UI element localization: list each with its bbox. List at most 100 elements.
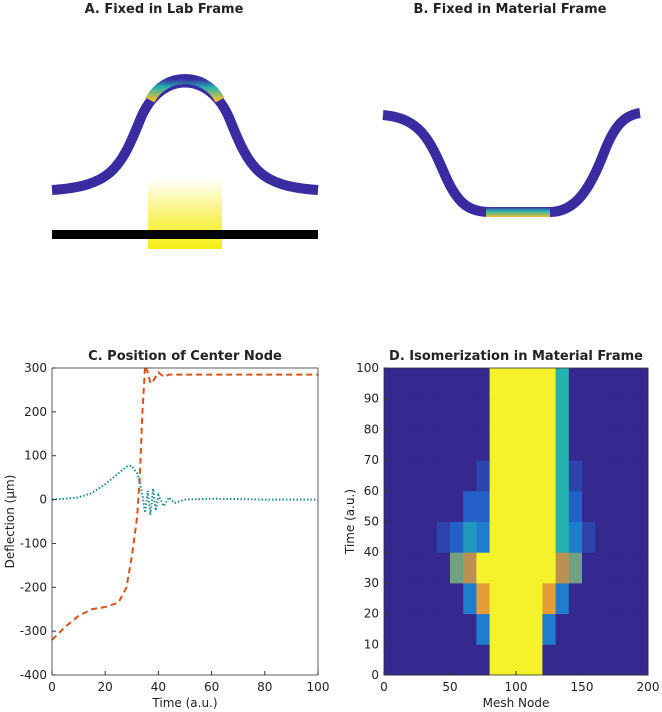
heat-cell [397, 582, 411, 615]
heat-cell [397, 398, 411, 430]
y-tick-label: 20 [364, 607, 379, 621]
heat-cell [463, 368, 477, 400]
heat-cell [423, 490, 438, 522]
heat-cell [476, 644, 491, 676]
heat-cell [608, 644, 623, 676]
heat-cell [542, 521, 557, 553]
y-tick-label: -100 [20, 536, 47, 550]
heat-cell [608, 552, 623, 584]
heat-cell [463, 521, 477, 553]
heat-cell [634, 398, 649, 430]
heat-cell [423, 429, 438, 461]
heat-cell [502, 398, 517, 430]
heat-cell [397, 552, 411, 584]
heat-cell [542, 552, 557, 584]
x-tick-label: 80 [257, 680, 272, 694]
heat-cell [516, 460, 530, 492]
y-tick-label: 0 [371, 668, 379, 682]
heat-cell [502, 552, 517, 584]
heat-cell [595, 460, 609, 492]
heat-cell [555, 613, 570, 645]
heat-cell [489, 398, 504, 430]
heat-cell [529, 429, 543, 461]
heat-cell [516, 613, 530, 645]
heat-cell [555, 490, 570, 522]
heat-cell [516, 429, 530, 461]
heat-cell [450, 429, 464, 461]
heat-cell [410, 613, 425, 645]
heat-cell [463, 613, 477, 645]
heat-cell [489, 490, 504, 522]
heat-cell [436, 582, 451, 615]
heat-cell [568, 582, 583, 615]
heat-cell [568, 613, 583, 645]
heat-cell [384, 398, 398, 430]
x-tick-label: 0 [48, 680, 56, 694]
heat-cell [423, 644, 438, 676]
heat-cell [436, 460, 451, 492]
heat-cell [384, 582, 398, 615]
line-series [51, 464, 318, 516]
heat-cell [595, 368, 609, 400]
x-tick-label: 20 [98, 680, 113, 694]
heat-cell [410, 644, 425, 676]
heat-cell [621, 429, 636, 461]
heat-cell [436, 490, 451, 522]
heat-cell [436, 398, 451, 430]
heat-cell [476, 521, 491, 553]
heat-cell [410, 582, 425, 615]
heat-cell [542, 644, 557, 676]
heat-cell [410, 490, 425, 522]
heat-cell [529, 490, 543, 522]
heat-cell [582, 613, 596, 645]
heat-cell [489, 429, 504, 461]
heat-cell [423, 521, 438, 553]
heat-cell [397, 460, 411, 492]
heat-cell [476, 429, 491, 461]
heat-cell [436, 368, 451, 400]
heat-cell [436, 521, 451, 553]
film [382, 108, 641, 217]
y-tick-label: 30 [364, 576, 379, 590]
heat-cell [555, 368, 570, 400]
heat-cell [582, 429, 596, 461]
heat-cell [410, 460, 425, 492]
heat-cell [582, 644, 596, 676]
heat-cell [634, 460, 649, 492]
heat-cell [621, 460, 636, 492]
heat-cell [582, 552, 596, 584]
heat-cell [529, 613, 543, 645]
y-tick-label: 100 [356, 361, 379, 375]
heat-cell [436, 429, 451, 461]
heat-cell [555, 644, 570, 676]
heat-cell [582, 582, 596, 615]
y-tick-label: 80 [364, 422, 379, 436]
heat-cell [568, 429, 583, 461]
heat-cell [450, 582, 464, 615]
heat-cell [595, 582, 609, 615]
heat-cell [502, 429, 517, 461]
y-tick-label: 90 [364, 392, 379, 406]
heat-cell [621, 368, 636, 400]
heat-cell [634, 490, 649, 522]
heat-cell [555, 398, 570, 430]
heat-cell [516, 398, 530, 430]
heat-cell [595, 429, 609, 461]
heat-cell [410, 552, 425, 584]
heat-cell [489, 582, 504, 615]
heat-cell [450, 460, 464, 492]
heat-cell [529, 521, 543, 553]
chart-title: D. Isomerization in Material Frame [389, 349, 643, 364]
heat-cell [397, 429, 411, 461]
heat-cell [463, 552, 477, 584]
heat-cell [502, 521, 517, 553]
heat-cell [384, 368, 398, 400]
heat-cell [555, 429, 570, 461]
y-tick-label: -200 [20, 580, 47, 594]
heat-cell [582, 490, 596, 522]
heat-cell [568, 460, 583, 492]
heat-cell [423, 368, 438, 400]
heat-cell [476, 368, 491, 400]
heat-cell [502, 644, 517, 676]
heat-cell [516, 644, 530, 676]
